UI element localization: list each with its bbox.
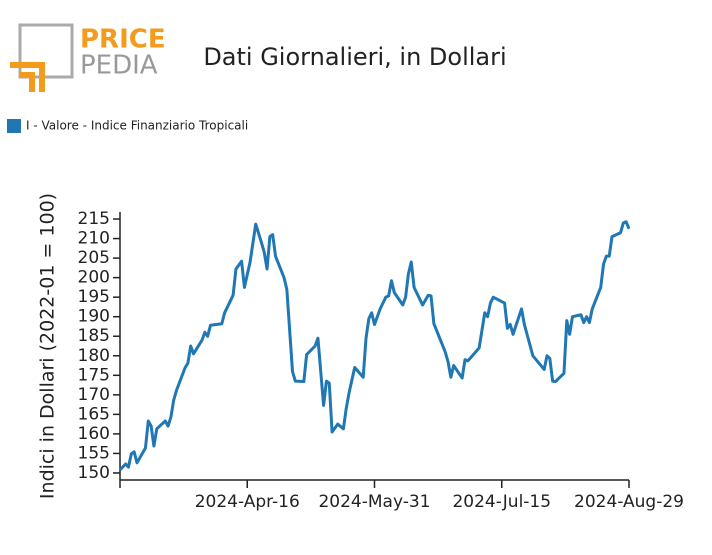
x-tick-label: 2024-Jul-15 bbox=[452, 492, 551, 512]
y-tick-label: 165 bbox=[78, 404, 110, 424]
logo-text: PRICE bbox=[80, 25, 166, 55]
series-line bbox=[118, 220, 631, 471]
chart-title: Dati Giornalieri, in Dollari bbox=[203, 43, 506, 71]
y-tick-label: 155 bbox=[78, 443, 110, 463]
x-tick-label: 2024-Aug-29 bbox=[574, 492, 684, 512]
legend-swatch bbox=[7, 119, 21, 133]
y-tick-label: 205 bbox=[78, 248, 110, 268]
y-tick-label: 200 bbox=[78, 268, 110, 288]
y-tick-label: 215 bbox=[78, 209, 110, 229]
legend-label: I - Valore - Indice Finanziario Tropical… bbox=[26, 119, 248, 133]
y-tick-label: 160 bbox=[78, 424, 110, 444]
y-axis-label: Indici in Dollari (2022-01 = 100) bbox=[37, 193, 59, 499]
y-tick-label: 150 bbox=[78, 463, 110, 483]
y-tick-label: 170 bbox=[78, 385, 110, 405]
logo-text: PEDIA bbox=[80, 51, 158, 81]
logo-mark bbox=[10, 62, 45, 92]
y-tick-label: 190 bbox=[78, 307, 110, 327]
y-tick-label: 180 bbox=[78, 346, 110, 366]
y-tick-label: 195 bbox=[78, 287, 110, 307]
x-tick-label: 2024-May-31 bbox=[318, 492, 430, 512]
logo-frame bbox=[18, 23, 74, 79]
x-tick-label: 2024-Apr-16 bbox=[195, 492, 300, 512]
y-tick-label: 210 bbox=[78, 229, 110, 249]
y-tick-label: 185 bbox=[78, 326, 110, 346]
y-tick-label: 175 bbox=[78, 365, 110, 385]
logo: PRICE PEDIA bbox=[10, 23, 166, 92]
